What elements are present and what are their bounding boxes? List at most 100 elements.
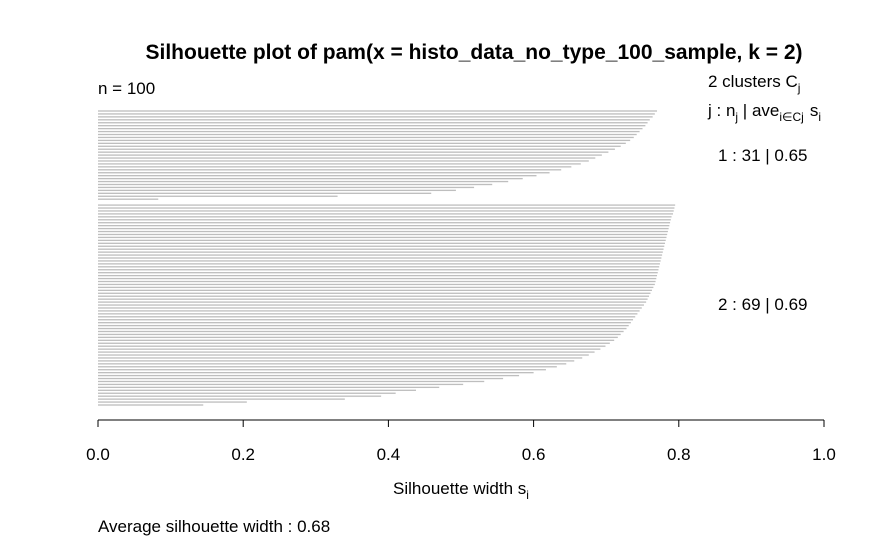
silhouette-bar-c2-20 [98,260,661,262]
silhouette-bar-c1-17 [98,157,596,159]
silhouette-bar-c1-22 [98,172,550,174]
silhouette-bar-c1-10 [98,136,634,139]
silhouette-bar-c1-9 [98,133,637,136]
silhouette-bar-c2-50 [98,348,601,350]
silhouette-bar-c2-56 [98,366,557,368]
silhouette-bar-c2-41 [98,322,631,324]
silhouette-bar-c2-13 [98,239,666,242]
silhouette-bar-c2-7 [98,222,671,224]
silhouette-bar-c2-38 [98,313,638,315]
silhouette-bar-c2-49 [98,345,606,347]
silhouette-bar-c1-29 [98,192,432,194]
silhouette-bar-c1-13 [98,145,621,147]
silhouette-bar-c2-18 [98,254,663,256]
silhouette-bar-c2-6 [98,219,671,221]
silhouette-bar-c2-36 [98,307,642,309]
silhouette-bar-c1-30 [98,195,338,197]
silhouette-bar-c2-32 [98,295,650,297]
silhouette-bar-c1-15 [98,151,609,153]
silhouette-bar-c1-26 [98,183,493,186]
silhouette-bar-c1-14 [98,148,615,150]
silhouette-bar-c2-2 [98,207,675,209]
silhouette-bar-c2-23 [98,269,659,271]
silhouette-bar-c2-44 [98,330,624,333]
x-tick-label: 0.6 [522,445,546,464]
silhouette-bar-c2-43 [98,327,627,330]
clusters-count-sub: j [797,81,801,95]
silhouette-bar-c2-24 [98,272,658,274]
silhouette-bar-c2-58 [98,372,534,374]
silhouette-bar-c2-16 [98,248,664,250]
silhouette-bar-c1-6 [98,125,646,127]
silhouette-bar-c2-33 [98,298,648,300]
legend-j: j : n [707,101,735,120]
silhouette-bar-c2-51 [98,351,595,353]
silhouette-bar-c2-34 [98,301,647,303]
legend-s: s [810,101,819,120]
silhouette-bar-c1-20 [98,166,572,168]
silhouette-bar-c2-65 [98,392,396,394]
silhouette-bar-c2-48 [98,342,610,344]
silhouette-bar-c2-64 [98,389,416,391]
legend-s-sub: i [818,110,821,124]
silhouette-bar-c1-25 [98,180,509,183]
x-tick-label: 0.0 [86,445,110,464]
silhouette-bar-c2-28 [98,283,655,286]
silhouette-bar-c2-47 [98,339,615,341]
silhouette-bar-c2-26 [98,277,657,280]
silhouette-bar-c2-52 [98,354,589,356]
silhouette-bar-c2-69 [98,404,204,406]
silhouette-bar-c2-14 [98,242,666,244]
silhouette-bar-c1-11 [98,139,631,142]
silhouette-bar-c2-54 [98,360,575,362]
legend-ave-sub: i∈Cj [779,110,803,124]
silhouette-bar-c1-23 [98,175,537,177]
silhouette-bar-c2-25 [98,274,658,277]
bars-group [98,110,676,406]
silhouette-bar-c2-62 [98,383,464,386]
silhouette-bar-c2-53 [98,357,583,359]
silhouette-bar-c1-21 [98,169,562,171]
x-tick-label: 1.0 [812,445,836,464]
silhouette-bar-c2-22 [98,266,660,268]
x-axis-label-sub: i [526,488,529,502]
silhouette-bar-c1-2 [98,113,655,115]
silhouette-bar-c2-21 [98,263,660,265]
silhouette-bar-c2-35 [98,304,644,306]
silhouette-bar-c2-57 [98,369,546,371]
silhouette-bar-c2-8 [98,225,670,227]
silhouette-bar-c2-12 [98,236,667,239]
silhouette-bar-c2-30 [98,289,652,291]
silhouette-bar-c2-19 [98,257,662,259]
silhouette-bar-c1-7 [98,127,643,130]
silhouette-bar-c1-18 [98,160,589,162]
x-axis-label: Silhouette width si [393,479,529,502]
cluster-1-label: 1 : 31 | 0.65 [718,146,807,165]
silhouette-bar-c1-19 [98,163,581,165]
silhouette-bar-c2-42 [98,324,629,327]
silhouette-bar-c2-37 [98,310,640,312]
silhouette-bar-c1-31 [98,198,159,200]
silhouette-bar-c2-29 [98,286,654,289]
silhouette-bar-c2-17 [98,251,663,253]
silhouette-bar-c2-5 [98,216,672,218]
silhouette-bar-c2-3 [98,210,674,212]
silhouette-bar-c1-16 [98,154,602,156]
silhouette-bar-c2-11 [98,233,668,236]
silhouette-bar-c1-27 [98,186,475,189]
silhouette-bar-c1-24 [98,177,523,180]
silhouette-bar-c1-3 [98,116,653,118]
silhouette-bar-c2-39 [98,316,636,318]
silhouette-bar-c2-9 [98,227,669,230]
silhouette-bar-c1-28 [98,189,456,192]
silhouette-bar-c2-68 [98,401,247,403]
clusters-count-label: 2 clusters Cj [708,72,800,95]
silhouette-bar-c2-61 [98,380,485,383]
silhouette-bar-c2-27 [98,280,656,283]
legend-sep: | ave [738,101,779,120]
silhouette-bar-c2-63 [98,386,440,389]
silhouette-bar-c1-1 [98,110,658,112]
clusters-legend-header: j : nj | avei∈Cj si [707,101,821,124]
average-silhouette-text: Average silhouette width : 0.68 [98,517,330,536]
n-label: n = 100 [98,79,155,98]
